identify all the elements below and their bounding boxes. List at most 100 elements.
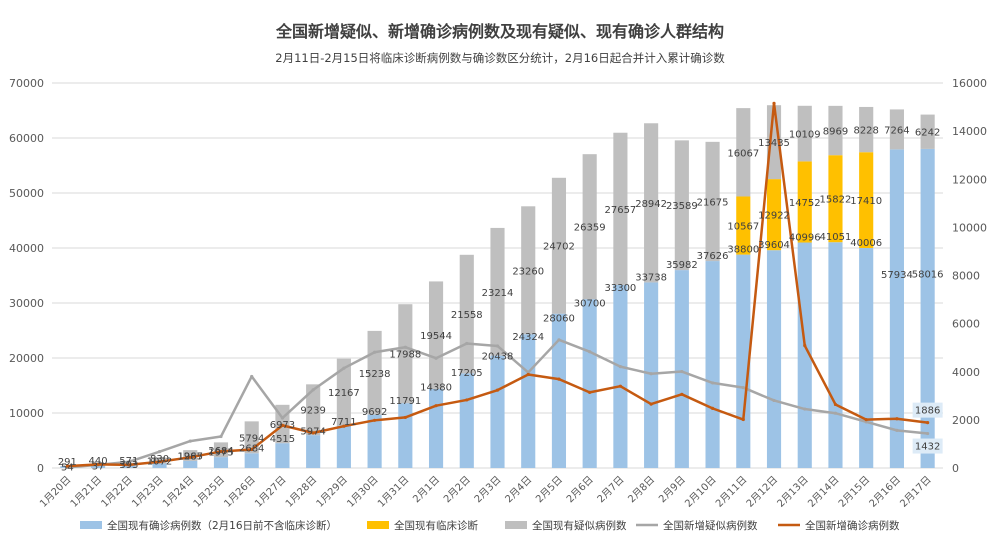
bar-1 <box>859 248 873 468</box>
line-point <box>772 399 775 402</box>
line-end-label: 1886 <box>915 406 940 417</box>
bar-1 <box>306 435 320 468</box>
y-left-tick-label: 50000 <box>9 187 44 200</box>
bar-value-label: 1965 <box>178 452 203 463</box>
line-point <box>711 407 714 410</box>
legend-swatch <box>80 521 102 529</box>
bar-1 <box>337 426 351 468</box>
line-point <box>772 102 775 105</box>
bar-value-label: 15822 <box>820 195 852 206</box>
line-point <box>895 417 898 420</box>
line-point <box>404 346 407 349</box>
x-tick-label: 2月17日 <box>898 474 934 510</box>
bar-value-label: 26359 <box>574 223 606 234</box>
y-left-tick-label: 20000 <box>9 352 44 365</box>
x-tick-label: 2月13日 <box>775 474 811 510</box>
legend-label: 全国新增疑似病例数 <box>663 519 758 532</box>
line-point <box>404 416 407 419</box>
x-tick-label: 1月20日 <box>37 474 73 510</box>
x-tick-label: 2月11日 <box>713 474 749 510</box>
y-left-tick-label: 30000 <box>9 297 44 310</box>
bar-value-label: 28060 <box>543 313 575 324</box>
legend-label: 全国现有临床诊断 <box>394 519 478 532</box>
bar-value-label: 9239 <box>300 406 325 417</box>
x-tick-label: 2月16日 <box>867 474 903 510</box>
bar-value-label: 23589 <box>666 201 698 212</box>
bar-1 <box>245 453 259 468</box>
x-tick-label: 1月23日 <box>130 474 166 510</box>
y-right-tick-label: 10000 <box>952 221 987 234</box>
line-point <box>742 386 745 389</box>
legend-label: 全国新增确诊病例数 <box>805 519 900 532</box>
bar-value-label: 57934 <box>881 270 913 281</box>
bar-1 <box>828 242 842 468</box>
legend: 全国现有确诊病例数（2月16日前不含临床诊断） 全国现有临床诊断 全国现有疑似病例数… <box>80 519 900 532</box>
line-point <box>465 398 468 401</box>
line-point <box>158 450 161 453</box>
bar-value-label: 23214 <box>482 288 514 299</box>
line-point <box>312 388 315 391</box>
line-point <box>834 412 837 415</box>
line-point <box>650 402 653 405</box>
x-tick-label: 1月26日 <box>222 474 258 510</box>
line-point <box>189 439 192 442</box>
x-tick-label: 2月2日 <box>441 474 473 506</box>
x-tick-label: 1月22日 <box>99 474 135 510</box>
line-point <box>742 418 745 421</box>
bar-value-label: 28942 <box>635 199 667 210</box>
bar-value-label: 37626 <box>697 251 729 262</box>
bar-1 <box>675 270 689 468</box>
line-point <box>588 350 591 353</box>
bar-value-label: 8969 <box>823 127 848 138</box>
bar-value-label: 6242 <box>915 128 940 139</box>
y-right-tick-label: 0 <box>952 462 959 475</box>
bar-value-label: 58016 <box>912 270 944 281</box>
line-point <box>588 391 591 394</box>
y-left-tick-label: 60000 <box>9 132 44 145</box>
y-right-tick-label: 4000 <box>952 366 980 379</box>
bar-value-label: 33738 <box>635 272 667 283</box>
x-tick-label: 2月9日 <box>656 474 688 506</box>
bar-1 <box>921 149 935 468</box>
legend-swatch <box>367 521 389 529</box>
bar-value-label: 16067 <box>727 148 759 159</box>
y-left-tick-label: 0 <box>37 462 44 475</box>
line-point <box>803 344 806 347</box>
bar-value-label: 13435 <box>758 138 790 149</box>
line-point <box>342 367 345 370</box>
bar-value-label: 17410 <box>850 196 882 207</box>
bar-value-label: 23260 <box>512 266 544 277</box>
line-point <box>434 357 437 360</box>
chart-subtitle: 2月11日-2月15日将临床诊断病例数与确诊数区分统计，2月16日起合并计入累计… <box>275 51 725 65</box>
legend-label: 全国现有疑似病例数 <box>532 519 627 532</box>
bar-value-label: 14380 <box>420 382 452 393</box>
line-point <box>895 429 898 432</box>
line-point <box>680 370 683 373</box>
bar-value-label: 17988 <box>389 350 421 361</box>
x-tick-label: 2月6日 <box>564 474 596 506</box>
bar-value-label: 41051 <box>820 232 852 243</box>
bar-value-label: 11791 <box>389 396 421 407</box>
bar-1 <box>490 356 504 468</box>
line-point <box>650 372 653 375</box>
x-tick-label: 1月27日 <box>252 474 288 510</box>
bar-value-label: 30700 <box>574 299 606 310</box>
x-tick-label: 1月29日 <box>314 474 350 510</box>
bar-1 <box>398 403 412 468</box>
bar-value-label: 2684 <box>208 446 233 457</box>
bar-value-label: 8228 <box>853 126 878 137</box>
line-point <box>496 344 499 347</box>
y-right-tick-label: 12000 <box>952 173 987 186</box>
line-point <box>250 375 253 378</box>
x-tick-label: 1月25日 <box>191 474 227 510</box>
line-point <box>926 421 929 424</box>
x-tick-label: 2月14日 <box>805 474 841 510</box>
legend-label: 全国现有确诊病例数（2月16日前不含临床诊断） <box>107 519 337 532</box>
line-point <box>711 381 714 384</box>
bar-1 <box>613 285 627 468</box>
x-tick-label: 1月31日 <box>375 474 411 510</box>
bar-value-label: 5974 <box>300 426 325 437</box>
chart-title: 全国新增疑似、新增确诊病例数及现有疑似、现有确诊人群结构 <box>275 22 724 41</box>
bar-value-label: 12167 <box>328 388 360 399</box>
